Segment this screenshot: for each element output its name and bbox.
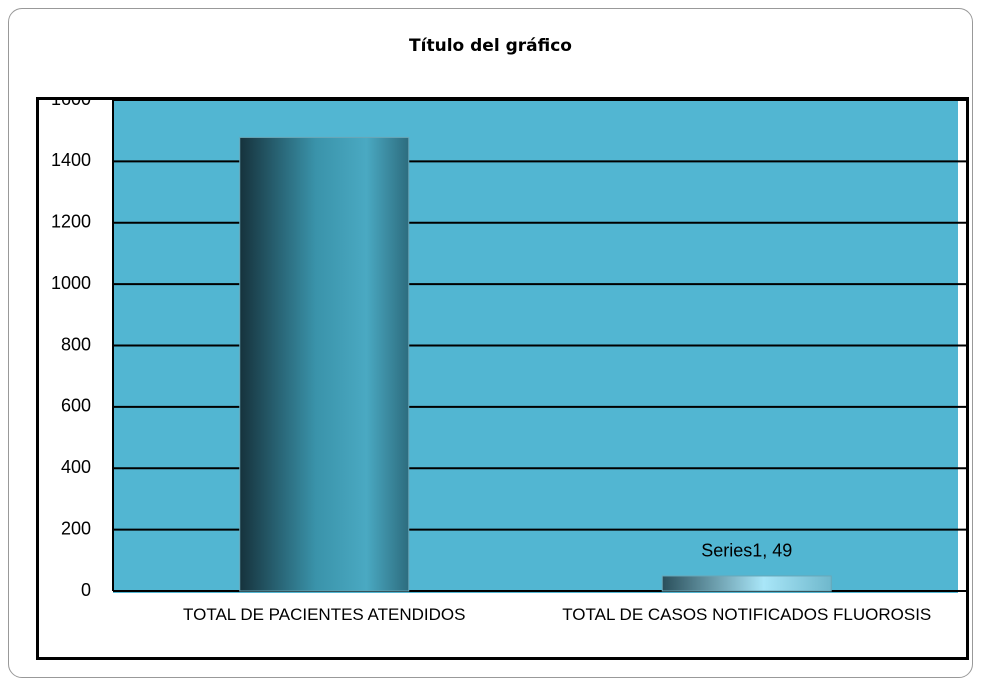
x-tick-label: TOTAL DE CASOS NOTIFICADOS FLUOROSIS	[562, 605, 932, 624]
chart-title: Título del gráfico	[409, 36, 572, 56]
y-tick-label: 0	[81, 580, 91, 600]
y-tick-label: 400	[61, 457, 91, 477]
x-tick-label: TOTAL DE PACIENTES ATENDIDOS	[183, 605, 466, 624]
y-tick-label: 600	[61, 396, 91, 416]
data-label: Series1, 49	[701, 541, 792, 561]
bar	[661, 575, 832, 592]
y-tick-label: 1000	[51, 273, 91, 293]
bar	[239, 136, 410, 592]
y-tick-label: 200	[61, 518, 91, 538]
chart: 0 200 400 600 800 1000 1200 1400 1600 Series1, 49	[51, 100, 966, 600]
y-tick-label: 800	[61, 334, 91, 354]
plot-frame: 0 200 400 600 800 1000 1200 1400 1600 Series1, 49…	[36, 97, 969, 660]
chart-border	[8, 8, 973, 678]
y-tick-label: 1600	[51, 100, 91, 109]
y-tick-label: 1400	[51, 150, 91, 170]
y-tick-label: 1200	[51, 212, 91, 232]
